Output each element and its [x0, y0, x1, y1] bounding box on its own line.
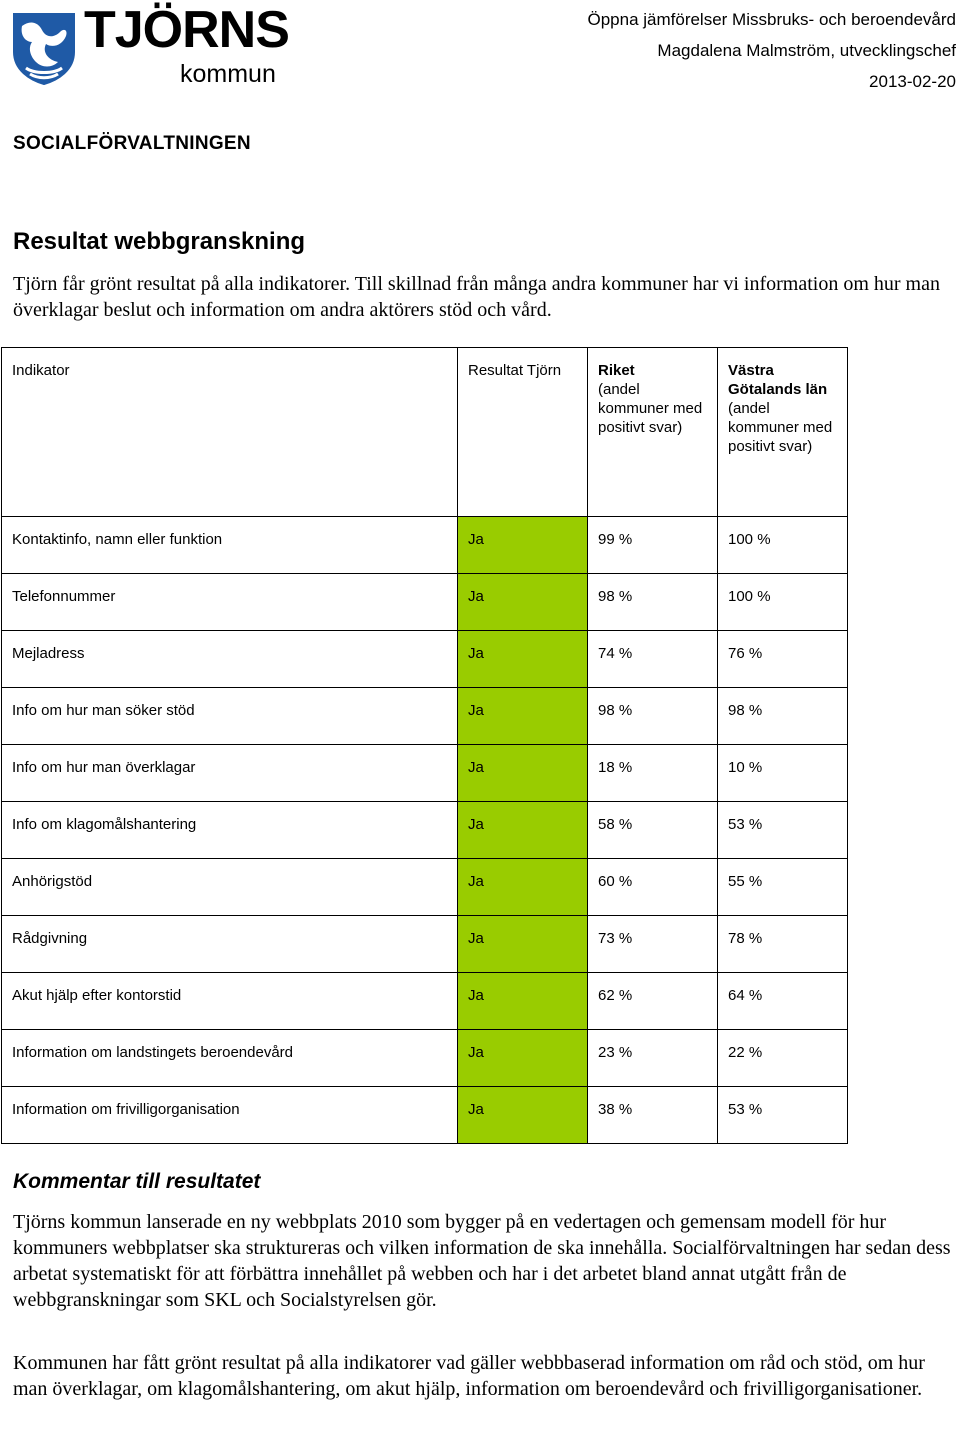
cell-riket-value: 23 %: [587, 1029, 718, 1087]
cell-indicator: Info om klagomålshantering: [1, 801, 458, 859]
table-header-row: Indikator Resultat Tjörn Riket (andel ko…: [1, 347, 848, 517]
cell-indicator: Rådgivning: [1, 915, 458, 973]
cell-indicator: Information om frivilligorganisation: [1, 1086, 458, 1144]
header-tjorn-result: Resultat Tjörn: [457, 347, 588, 517]
cell-tjorn-result: Ja: [457, 858, 588, 916]
cell-tjorn-result: Ja: [457, 1086, 588, 1144]
cell-vg-value: 64 %: [717, 972, 848, 1030]
comment-paragraph-1: Tjörns kommun lanserade en ny webbplats …: [13, 1211, 951, 1311]
cell-riket-value: 98 %: [587, 573, 718, 631]
cell-tjorn-result: Ja: [457, 801, 588, 859]
header-date: 2013-02-20: [869, 72, 956, 91]
cell-riket-value: 18 %: [587, 744, 718, 802]
tjorns-kommun-logo: TJÖRNS kommun: [12, 4, 312, 90]
cell-riket-value: 98 %: [587, 687, 718, 745]
table-row: Info om klagomålshantering Ja 58 % 53 %: [1, 801, 848, 859]
cell-indicator: Anhörigstöd: [1, 858, 458, 916]
header-author: Magdalena Malmström, utvecklingschef: [657, 41, 956, 60]
table-row: Information om landstingets beroendevård…: [1, 1029, 848, 1087]
cell-vg-value: 100 %: [717, 516, 848, 574]
header-riket-subtitle: (andel kommuner med positivt svar): [598, 381, 703, 436]
cell-tjorn-result: Ja: [457, 1029, 588, 1087]
cell-riket-value: 62 %: [587, 972, 718, 1030]
cell-riket-value: 74 %: [587, 630, 718, 688]
cell-tjorn-result: Ja: [457, 915, 588, 973]
cell-riket-value: 99 %: [587, 516, 718, 574]
cell-riket-value: 58 %: [587, 801, 718, 859]
header-indicator: Indikator: [1, 347, 458, 517]
cell-riket-value: 38 %: [587, 1086, 718, 1144]
cell-indicator: Mejladress: [1, 630, 458, 688]
cell-tjorn-result: Ja: [457, 516, 588, 574]
cell-indicator: Information om landstingets beroendevård: [1, 1029, 458, 1087]
header-riket: Riket (andel kommuner med positivt svar): [587, 347, 718, 517]
section-heading-results: Resultat webbgranskning: [13, 228, 306, 255]
cell-indicator: Telefonnummer: [1, 573, 458, 631]
table-row: Akut hjälp efter kontorstid Ja 62 % 64 %: [1, 972, 848, 1030]
table-row: Telefonnummer Ja 98 % 100 %: [1, 573, 848, 631]
cell-tjorn-result: Ja: [457, 972, 588, 1030]
table-row: Mejladress Ja 74 % 76 %: [1, 630, 848, 688]
cell-vg-value: 55 %: [717, 858, 848, 916]
header-riket-title: Riket: [598, 362, 635, 379]
section-heading-comment: Kommentar till resultatet: [13, 1170, 261, 1193]
cell-indicator: Info om hur man söker stöd: [1, 687, 458, 745]
cell-riket-value: 73 %: [587, 915, 718, 973]
table-row: Kontaktinfo, namn eller funktion Ja 99 % 10…: [1, 516, 848, 574]
results-table: Indikator Resultat Tjörn Riket (andel ko…: [1, 347, 848, 1144]
cell-vg-value: 53 %: [717, 801, 848, 859]
department-name: SOCIALFÖRVALTNINGEN: [13, 133, 251, 154]
table-row: Information om frivilligorganisation Ja 38…: [1, 1086, 848, 1144]
cell-indicator: Info om hur man överklagar: [1, 744, 458, 802]
cell-vg-value: 98 %: [717, 687, 848, 745]
cell-vg-value: 78 %: [717, 915, 848, 973]
table-row: Info om hur man söker stöd Ja 98 % 98 %: [1, 687, 848, 745]
comment-paragraph-2: Kommunen har fått grönt resultat på alla…: [13, 1352, 925, 1400]
cell-indicator: Kontaktinfo, namn eller funktion: [1, 516, 458, 574]
cell-tjorn-result: Ja: [457, 687, 588, 745]
cell-indicator: Akut hjälp efter kontorstid: [1, 972, 458, 1030]
cell-vg-value: 22 %: [717, 1029, 848, 1087]
cell-tjorn-result: Ja: [457, 573, 588, 631]
table-row: Rådgivning Ja 73 % 78 %: [1, 915, 848, 973]
table-row: Info om hur man överklagar Ja 18 % 10 %: [1, 744, 848, 802]
header-vg-subtitle: (andel kommuner med positivt svar): [728, 400, 833, 455]
cell-vg-value: 53 %: [717, 1086, 848, 1144]
cell-tjorn-result: Ja: [457, 744, 588, 802]
table-row: Anhörigstöd Ja 60 % 55 %: [1, 858, 848, 916]
intro-paragraph: Tjörn får grönt resultat på alla indikat…: [13, 273, 940, 321]
cell-tjorn-result: Ja: [457, 630, 588, 688]
cell-vg-value: 10 %: [717, 744, 848, 802]
logo-subtitle: kommun: [180, 60, 276, 88]
cell-vg-value: 100 %: [717, 573, 848, 631]
cell-vg-value: 76 %: [717, 630, 848, 688]
header-vg-title: Västra Götalands län: [728, 362, 828, 398]
header-report-title: Öppna jämförelser Missbruks- och beroend…: [587, 10, 956, 29]
table-body: Kontaktinfo, namn eller funktion Ja 99 % 10…: [1, 516, 848, 1144]
municipal-shield-icon: [13, 13, 75, 86]
cell-riket-value: 60 %: [587, 858, 718, 916]
document-header-info: Öppna jämförelser Missbruks- och beroend…: [587, 4, 956, 97]
logo-wordmark: TJÖRNS: [84, 1, 290, 59]
header-vastra-gotaland: Västra Götalands län (andel kommuner med…: [717, 347, 848, 517]
